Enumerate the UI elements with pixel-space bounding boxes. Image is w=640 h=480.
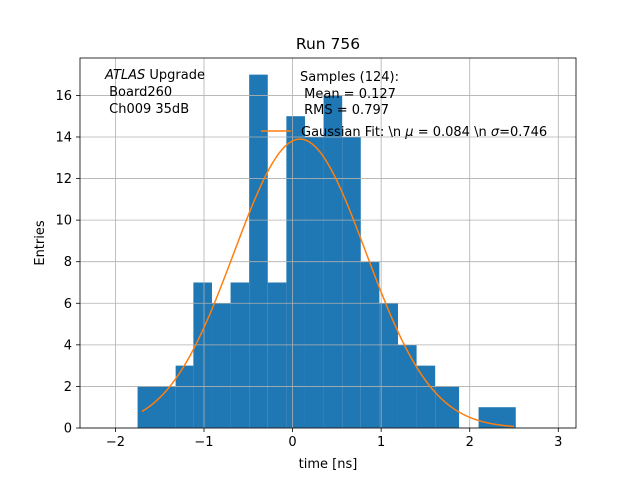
board-label: Board260 [105, 85, 172, 100]
legend: Gaussian Fit: \n μ = 0.084 \n σ=0.746 [261, 125, 547, 140]
histogram-bar [304, 136, 324, 428]
histogram-bar [342, 136, 361, 428]
histogram-bar [193, 282, 212, 428]
histogram-bar [249, 74, 268, 428]
legend-sigma-value: =0.746 [499, 125, 547, 140]
rms-label: RMS = 0.797 [300, 103, 389, 118]
y-tick-label: 16 [55, 89, 72, 104]
mean-label: Mean = 0.127 [300, 87, 396, 102]
legend-entry: Gaussian Fit: \n μ = 0.084 \n σ=0.746 [301, 125, 547, 140]
atlas-label: ATLAS Upgrade [104, 68, 205, 83]
channel-label: Ch009 35dB [105, 102, 189, 117]
legend-mu-value: = 0.084 \n [414, 125, 491, 140]
histogram-bar [416, 365, 436, 428]
legend-prefix: Gaussian Fit: \n [301, 125, 405, 140]
x-axis-label: time [ns] [299, 457, 358, 472]
legend-sigma-symbol: σ [491, 125, 500, 140]
y-tick-label: 6 [64, 297, 72, 312]
y-axis-label: Entries [33, 220, 48, 266]
y-tick-label: 4 [64, 338, 72, 353]
histogram-bar [175, 365, 194, 428]
atlas-label-italic: ATLAS [104, 68, 145, 83]
x-tick-label: −1 [194, 435, 213, 450]
y-tick-label: 14 [55, 130, 72, 145]
histogram-bar [267, 282, 287, 428]
samples-label: Samples (124): [300, 70, 399, 85]
histogram-bar [435, 386, 460, 428]
histogram-bar [379, 303, 398, 428]
histogram-bar [230, 282, 250, 428]
legend-mu-symbol: μ [404, 125, 413, 140]
y-tick-label: 0 [64, 422, 72, 437]
x-tick-label: 0 [288, 435, 296, 450]
x-tick-label: 3 [554, 435, 562, 450]
gaussian-fit-curve [141, 138, 515, 428]
y-tick-label: 8 [64, 255, 72, 270]
histogram-bar [211, 303, 231, 428]
x-tick-label: 1 [377, 435, 385, 450]
chart-title: Run 756 [296, 35, 360, 53]
histogram-bar [137, 386, 176, 428]
y-tick-label: 10 [55, 214, 72, 229]
x-tick-label: −2 [106, 435, 125, 450]
x-tick-label: 2 [466, 435, 474, 450]
atlas-label-rest: Upgrade [145, 68, 205, 83]
y-tick-label: 2 [64, 380, 72, 395]
histogram-bar [286, 116, 305, 429]
plot-frame [79, 57, 577, 429]
y-tick-label: 12 [55, 172, 72, 187]
